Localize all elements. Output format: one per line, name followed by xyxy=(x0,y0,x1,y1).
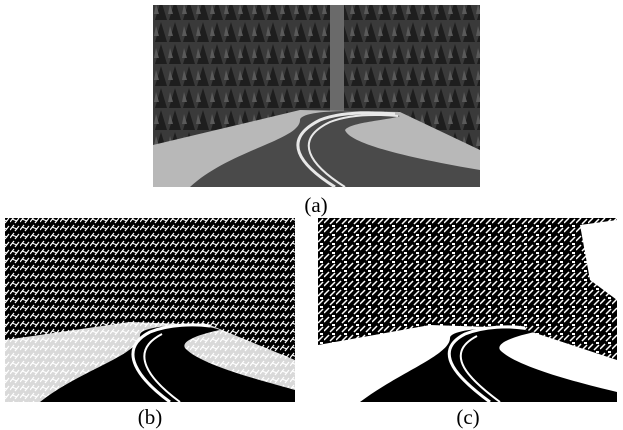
panel-a-image xyxy=(153,5,480,187)
panel-label: (c) xyxy=(456,405,479,429)
figure: (a) (b) (c) xyxy=(0,0,623,430)
panel-label: (b) xyxy=(138,405,163,429)
panel-label: (a) xyxy=(304,193,327,217)
panel-c-image xyxy=(318,218,617,402)
panel-b-image xyxy=(5,218,295,402)
